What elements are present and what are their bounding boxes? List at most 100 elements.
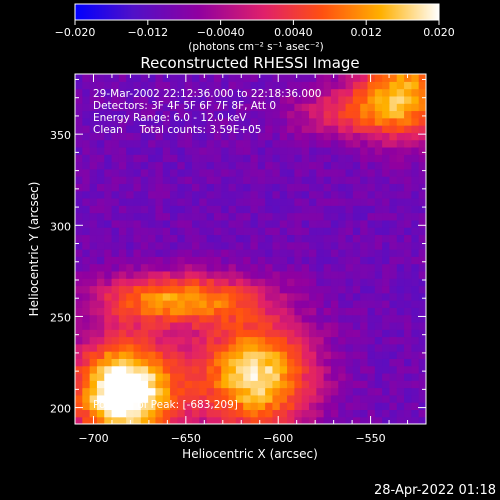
- heatmap-cell: [367, 88, 376, 97]
- heatmap-cell: [309, 161, 317, 170]
- heatmap-cell: [316, 358, 325, 367]
- heatmap-cell: [360, 380, 369, 389]
- heatmap-cell: [133, 416, 142, 424]
- heatmap-cell: [235, 197, 244, 206]
- heatmap-cell: [221, 321, 230, 330]
- heatmap-cell: [250, 139, 259, 148]
- heatmap-cell: [155, 358, 164, 367]
- heatmap-cell: [213, 307, 222, 316]
- heatmap-cell: [330, 351, 339, 359]
- heatmap-cell: [360, 74, 369, 82]
- heatmap-cell: [177, 336, 186, 345]
- heatmap-cell: [411, 117, 420, 126]
- heatmap-cell: [177, 205, 186, 214]
- heatmap-cell: [82, 358, 91, 367]
- heatmap-cell: [330, 219, 339, 228]
- heatmap-cell: [330, 263, 339, 272]
- heatmap-cell: [170, 205, 178, 214]
- heatmap-cell: [411, 132, 420, 141]
- heatmap-cell: [213, 234, 222, 243]
- heatmap-cell: [272, 329, 281, 338]
- heatmap-cell: [104, 351, 113, 359]
- heatmap-cell: [104, 307, 113, 316]
- heatmap-cell: [140, 314, 149, 323]
- heatmap-cell: [287, 314, 295, 323]
- heatmap-cell: [155, 336, 164, 345]
- heatmap-cell: [199, 394, 208, 403]
- heatmap-cell: [316, 125, 325, 133]
- heatmap-cell: [148, 402, 157, 411]
- heatmap-cell: [301, 103, 310, 112]
- heatmap-cell: [316, 292, 325, 301]
- heatmap-cell: [140, 95, 149, 104]
- heatmap-cell: [330, 103, 339, 112]
- heatmap-cell: [89, 249, 98, 257]
- heatmap-cell: [162, 161, 171, 170]
- heatmap-cell: [133, 351, 142, 359]
- heatmap-cell: [287, 292, 295, 301]
- heatmap-cell: [404, 358, 412, 367]
- heatmap-cell: [170, 380, 178, 389]
- heatmap-cell: [104, 365, 113, 374]
- heatmap-cell: [250, 88, 259, 97]
- heatmap-cell: [287, 154, 295, 163]
- heatmap-cell: [265, 321, 274, 330]
- heatmap-cell: [155, 95, 164, 104]
- heatmap-cell: [389, 227, 398, 236]
- heatmap-cell: [192, 197, 200, 206]
- heatmap-cell: [338, 190, 347, 199]
- heatmap-cell: [228, 117, 237, 126]
- heatmap-cell: [418, 380, 426, 389]
- heatmap-cell: [140, 270, 149, 279]
- heatmap-cell: [345, 125, 354, 133]
- heatmap-cell: [228, 227, 237, 236]
- heatmap-cell: [228, 88, 237, 97]
- heatmap-cell: [265, 358, 274, 367]
- heatmap-cell: [294, 343, 303, 352]
- heatmap-cell: [272, 219, 281, 228]
- heatmap-cell: [323, 307, 332, 316]
- heatmap-cell: [330, 168, 339, 177]
- heatmap-cell: [89, 358, 98, 367]
- heatmap-cell: [133, 197, 142, 206]
- heatmap-cell: [257, 219, 266, 228]
- heatmap-cell: [279, 387, 288, 396]
- heatmap-cell: [411, 234, 420, 243]
- heatmap-cell: [301, 307, 310, 316]
- heatmap-cell: [221, 292, 230, 301]
- heatmap-cell: [140, 336, 149, 345]
- heatmap-cell: [345, 285, 354, 294]
- heatmap-cell: [279, 307, 288, 316]
- heatmap-cell: [206, 387, 215, 396]
- heatmap-cell: [374, 139, 383, 148]
- heatmap-cell: [330, 205, 339, 214]
- heatmap-cell: [162, 81, 171, 90]
- heatmap-cell: [133, 394, 142, 403]
- heatmap-cell: [360, 81, 369, 90]
- heatmap-cell: [389, 125, 398, 133]
- heatmap-cell: [206, 307, 215, 316]
- heatmap-cell: [330, 117, 339, 126]
- annotation-block: 29-Mar-2002 22:12:36.000 to 22:18:36.000…: [93, 88, 321, 136]
- heatmap-cell: [133, 321, 142, 330]
- heatmap-cell: [330, 234, 339, 243]
- heatmap-cell: [323, 416, 332, 424]
- heatmap-cell: [177, 416, 186, 424]
- heatmap-cell: [418, 176, 426, 184]
- heatmap-cell: [235, 372, 244, 381]
- heatmap-cell: [352, 168, 361, 177]
- heatmap-cell: [250, 168, 259, 177]
- heatmap-cell: [279, 256, 288, 265]
- heatmap-cell: [75, 285, 83, 294]
- heatmap-cell: [338, 358, 347, 367]
- heatmap-cell: [382, 168, 391, 177]
- heatmap-cell: [206, 161, 215, 170]
- heatmap-cell: [287, 81, 295, 90]
- heatmap-cell: [389, 402, 398, 411]
- heatmap-cell: [155, 219, 164, 228]
- heatmap-cell: [199, 292, 208, 301]
- heatmap-cell: [82, 278, 91, 287]
- heatmap-cell: [213, 402, 222, 411]
- heatmap-cell: [404, 183, 412, 192]
